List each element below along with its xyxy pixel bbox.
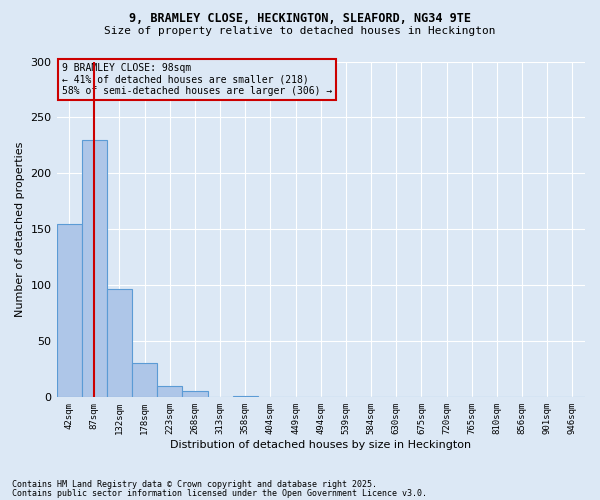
Text: Size of property relative to detached houses in Heckington: Size of property relative to detached ho… [104,26,496,36]
Bar [82,140,107,398]
Text: 9 BRAMLEY CLOSE: 98sqm
← 41% of detached houses are smaller (218)
58% of semi-de: 9 BRAMLEY CLOSE: 98sqm ← 41% of detached… [62,63,332,96]
Bar [107,288,132,398]
Bar [132,362,157,398]
X-axis label: Distribution of detached houses by size in Heckington: Distribution of detached houses by size … [170,440,472,450]
Bar [233,396,258,398]
Text: Contains HM Land Registry data © Crown copyright and database right 2025.: Contains HM Land Registry data © Crown c… [12,480,377,489]
Bar [157,386,182,398]
Y-axis label: Number of detached properties: Number of detached properties [15,142,25,317]
Bar [182,390,208,398]
Text: 9, BRAMLEY CLOSE, HECKINGTON, SLEAFORD, NG34 9TE: 9, BRAMLEY CLOSE, HECKINGTON, SLEAFORD, … [129,12,471,26]
Bar [56,224,82,398]
Text: Contains public sector information licensed under the Open Government Licence v3: Contains public sector information licen… [12,488,427,498]
